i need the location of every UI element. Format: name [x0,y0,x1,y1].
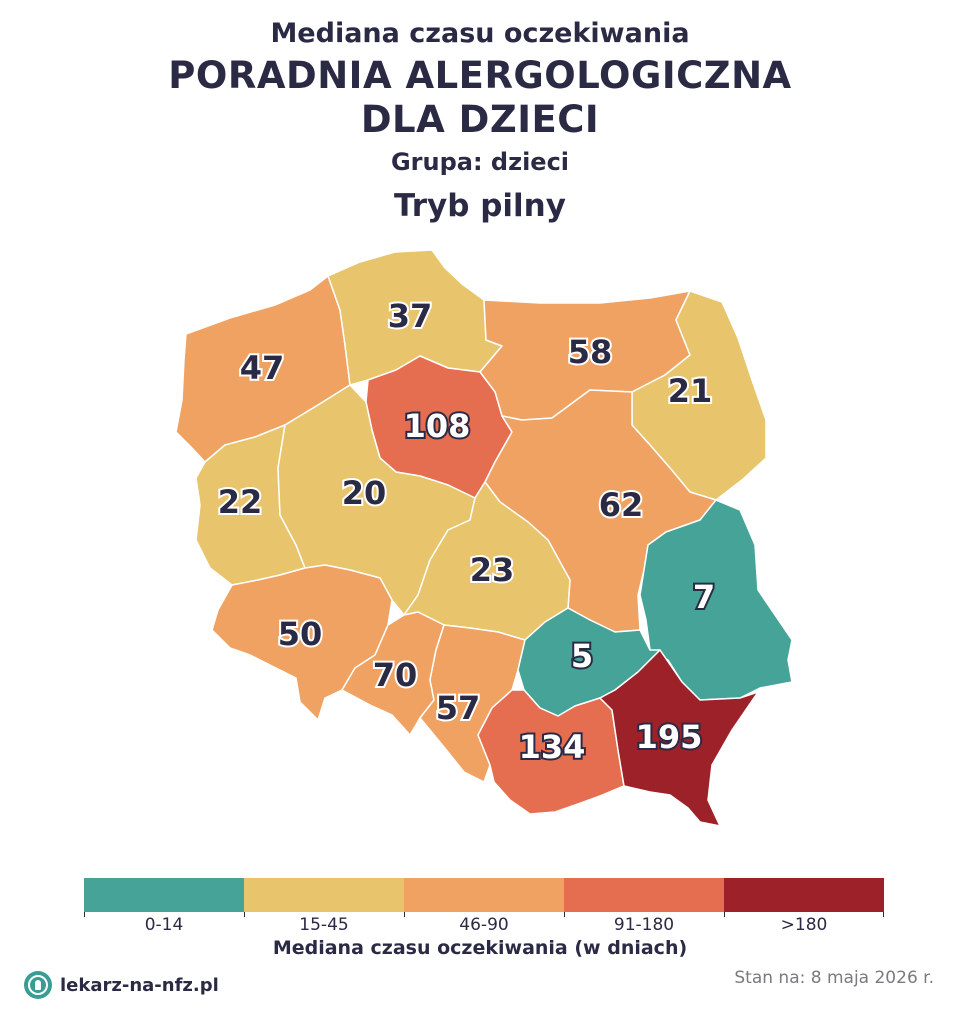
poland-map: 37 47 58 21 108 22 20 62 23 7 50 70 57 5… [175,249,793,827]
region-value-opolskie: 70 [373,656,418,694]
region-value-lubelskie: 7 [693,578,715,616]
region-value-wielkopolskie: 20 [342,474,387,512]
map-title-line1: PORADNIA ALERGOLOGICZNA [168,54,792,97]
brand-name: lekarz-na-nfz.pl [60,974,219,996]
legend-label-2: 46-90 [459,915,509,935]
mode-label: Tryb pilny [394,188,566,224]
legend-label-0: 0-14 [144,915,184,935]
map-title: PORADNIA ALERGOLOGICZNA DLA DZIECI [0,54,960,142]
legend-swatch-0 [84,878,244,912]
region-value-warminsko-mazurskie: 58 [568,333,613,371]
region-value-mazowieckie: 62 [599,486,644,524]
legend-swatch-4 [724,878,884,912]
region-malopolskie[interactable] [477,689,625,815]
legend-label-3: 91-180 [613,915,675,935]
legend-label-4: >180 [780,915,828,935]
region-value-lubuskie: 22 [218,483,263,521]
legend-swatch-2 [404,878,564,912]
legend-tick [404,912,405,917]
region-slaskie[interactable] [419,624,526,783]
region-value-pomorskie: 37 [388,297,433,335]
region-value-podkarpackie: 195 [636,718,703,756]
legend-title: Mediana czasu oczekiwania (w dniach) [272,937,688,959]
region-value-lodzkie: 23 [470,551,515,589]
brand-logo[interactable]: lekarz-na-nfz.pl [24,971,219,999]
legend-tick [883,912,884,917]
region-value-malopolskie: 134 [519,728,586,766]
legend-tick [564,912,565,917]
legend-swatch-1 [244,878,404,912]
legend-tick [724,912,725,917]
region-value-swietokrzyskie: 5 [571,637,593,675]
region-value-zachodniopomorskie: 47 [240,349,285,387]
region-value-slaskie: 57 [436,689,481,727]
data-date-stamp: Stan na: 8 maja 2026 r. [734,968,934,988]
legend-colorbar [84,878,884,917]
legend-label-1: 15-45 [299,915,349,935]
map-subtitle: Mediana czasu oczekiwania [270,18,690,49]
region-value-dolnoslaskie: 50 [278,615,323,653]
stethoscope-doctor-icon [24,971,52,999]
legend-swatch-3 [564,878,724,912]
region-value-kujawsko-pomorskie: 108 [404,407,471,445]
region-value-podlaskie: 21 [668,372,713,410]
legend-tick [84,912,85,917]
map-title-line2: DLA DZIECI [360,98,600,141]
legend-tick [244,912,245,917]
group-label: Grupa: dzieci [390,148,570,176]
region-podkarpackie[interactable] [599,649,759,827]
